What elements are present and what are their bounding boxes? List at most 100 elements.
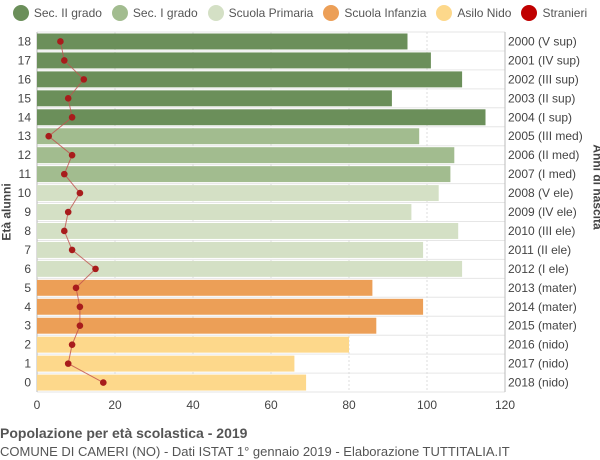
birth-year-tick-label: 2011 (II ele) — [508, 243, 571, 257]
age-tick-label: 17 — [18, 53, 32, 67]
age-tick-label: 0 — [24, 376, 31, 390]
stranieri-point — [68, 246, 76, 254]
bar-age-16 — [37, 71, 463, 88]
age-tick-label: 2 — [24, 338, 31, 352]
age-tick-label: 5 — [24, 281, 31, 295]
age-tick-label: 11 — [19, 167, 32, 181]
birth-year-tick-label: 2004 (I sup) — [508, 110, 572, 124]
stranieri-point — [76, 189, 84, 197]
x-tick-label: 120 — [495, 398, 515, 412]
legend-label: Sec. I grado — [132, 6, 198, 20]
birth-year-tick-label: 2001 (IV sup) — [508, 53, 580, 67]
stranieri-point — [61, 170, 68, 178]
bar-age-17 — [37, 52, 431, 69]
legend-item: Sec. I grado — [111, 5, 198, 21]
bar-age-15 — [37, 90, 392, 107]
birth-year-tick-label: 2016 (nido) — [508, 338, 569, 352]
birth-year-tick-label: 2010 (III ele) — [508, 224, 575, 238]
chart-title: Popolazione per età scolastica - 2019 — [0, 425, 248, 441]
birth-year-tick-label: 2002 (III sup) — [508, 72, 579, 86]
birth-year-tick-label: 2009 (IV ele) — [508, 205, 577, 219]
age-tick-label: 10 — [18, 186, 32, 200]
stranieri-point — [76, 303, 84, 311]
age-tick-label: 18 — [18, 34, 32, 48]
birth-year-tick-label: 2000 (V sup) — [508, 34, 577, 48]
legend-swatch — [521, 5, 538, 21]
age-tick-label: 14 — [18, 110, 32, 124]
stranieri-point — [64, 95, 72, 102]
stranieri-point — [61, 57, 68, 64]
age-tick-label: 15 — [18, 91, 32, 105]
age-tick-label: 1 — [24, 357, 31, 371]
birth-year-tick-label: 2017 (nido) — [508, 357, 569, 371]
bar-age-6 — [37, 260, 463, 277]
x-tick-label: 0 — [34, 398, 41, 412]
x-tick-label: 40 — [186, 398, 200, 412]
stranieri-points — [45, 38, 107, 386]
bar-age-12 — [37, 147, 455, 164]
bar-age-5 — [37, 279, 373, 296]
bar-age-7 — [37, 241, 424, 258]
birth-year-tick-label: 2005 (III med) — [508, 129, 583, 143]
stranieri-point — [80, 76, 88, 83]
legend-label: Asilo Nido — [457, 6, 512, 20]
birth-year-tick-label: 2007 (I med) — [508, 167, 576, 181]
bar-age-18 — [37, 33, 408, 50]
bar-age-8 — [37, 223, 459, 239]
bar-age-4 — [37, 298, 424, 315]
age-tick-label: 6 — [24, 262, 31, 276]
legend: Sec. II grado Sec. I grado Scuola Primaria… — [0, 5, 600, 21]
bar-age-14 — [37, 109, 486, 126]
stranieri-point — [45, 132, 52, 140]
birth-year-tick-label: 2013 (mater) — [508, 281, 577, 295]
stranieri-point — [72, 284, 80, 292]
x-tick-label: 20 — [108, 398, 122, 412]
stranieri-point — [68, 151, 76, 159]
legend-item: Sec. II grado — [12, 5, 102, 21]
chart-source: COMUNE DI CAMERI (NO) - Dati ISTAT 1° ge… — [0, 444, 510, 459]
stranieri-point — [64, 208, 72, 216]
stranieri-point — [57, 38, 64, 45]
legend-swatch — [111, 5, 128, 21]
age-tick-label: 7 — [24, 243, 31, 257]
bar-age-1 — [37, 355, 295, 372]
age-tick-label: 4 — [24, 300, 31, 314]
stranieri-point — [68, 113, 76, 121]
birth-year-tick-labels: 2000 (V sup) 2001 (IV sup) 2002 (III sup) 2… — [508, 34, 583, 389]
y-axis-title: Età alunni — [0, 183, 14, 241]
y-axis-right-title: Anni di nascita — [590, 144, 600, 230]
x-tick-label: 60 — [264, 398, 278, 412]
bar-age-2 — [37, 336, 349, 353]
bar-age-0 — [37, 374, 307, 391]
stranieri-point — [76, 322, 84, 330]
birth-year-tick-label: 2003 (II sup) — [508, 91, 575, 105]
birth-year-tick-label: 2014 (mater) — [508, 300, 577, 314]
birth-year-tick-label: 2012 (I ele) — [508, 262, 569, 276]
birth-year-tick-label: 2018 (nido) — [508, 376, 569, 390]
bar-age-9 — [37, 204, 412, 220]
legend-swatch — [436, 5, 453, 21]
age-tick-label: 9 — [24, 205, 31, 219]
legend-item: Scuola Primaria — [207, 5, 313, 21]
x-tick-label: 100 — [417, 398, 437, 412]
bar-age-11 — [37, 166, 451, 183]
stranieri-point — [64, 360, 72, 367]
birth-year-tick-label: 2006 (II med) — [508, 148, 579, 162]
legend-item: Asilo Nido — [436, 5, 511, 21]
x-tick-labels: 0 20 40 60 80 100 120 — [34, 398, 516, 412]
x-tick-label: 80 — [342, 398, 356, 412]
legend-label: Sec. II grado — [33, 6, 102, 20]
bar-age-13 — [37, 128, 420, 145]
legend-item: Scuola Infanzia — [323, 5, 426, 21]
bar-age-10 — [37, 185, 439, 202]
legend-swatch — [12, 5, 29, 21]
age-tick-label: 16 — [18, 72, 32, 86]
stranieri-point — [68, 341, 76, 348]
stranieri-point — [61, 227, 68, 235]
stranieri-point — [100, 379, 107, 386]
birth-year-tick-label: 2015 (mater) — [508, 319, 577, 333]
legend-item: Stranieri — [521, 5, 587, 21]
bar-age-3 — [37, 317, 377, 334]
